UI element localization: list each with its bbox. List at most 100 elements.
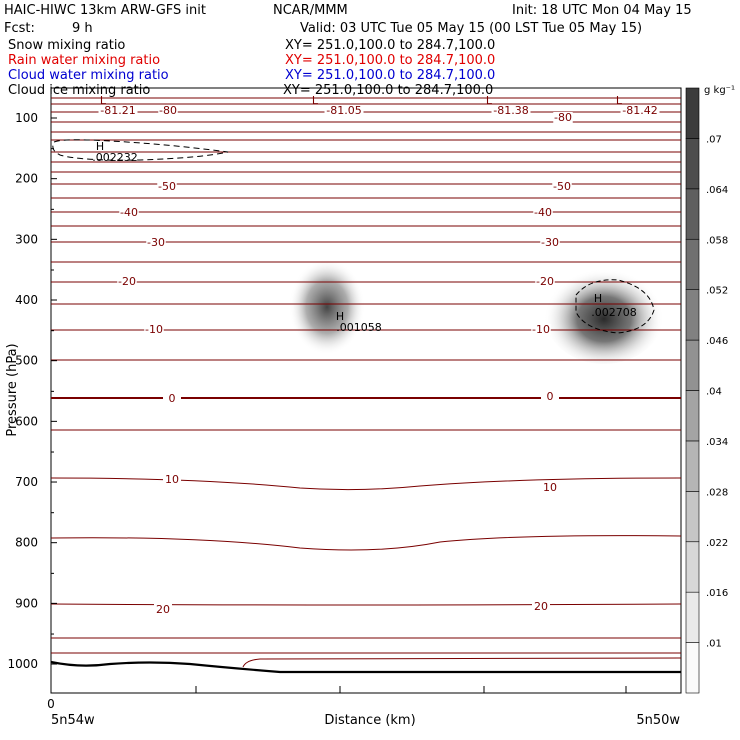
contour-labels: -81.21 -80 -81.05 -81.38-80-81.42-50 -50-40-… [92, 94, 660, 616]
header-fcst-value: 9 h [72, 21, 93, 36]
label-bg [146, 237, 166, 248]
isotherm-line [51, 535, 681, 551]
colorbar-segment [685, 390, 700, 442]
max-marker: H [336, 310, 344, 323]
isotherm-lines [51, 97, 681, 654]
contour-label: -40 [534, 206, 552, 219]
label-bg [553, 112, 573, 123]
label-bg [117, 276, 137, 287]
y-axis: 100 200 300 400 500 600 700 800 900 1000 [7, 87, 57, 671]
colorbar-segment [685, 642, 700, 694]
contour-label: 10 [543, 481, 557, 494]
low-marker: L [312, 94, 319, 107]
colorbar: .01 .016 .022 .028 .034 .04 .046 .052 .058 .064 .0… [685, 87, 728, 694]
field-3-xy: XY= 251.0,100.0 to 284.7,100.0 [283, 83, 493, 98]
y-tick-label: 900 [15, 596, 38, 610]
low-marker: L [100, 94, 107, 107]
contour-label: 20 [156, 603, 170, 616]
contour-label: 20 [534, 600, 548, 613]
label-bg [157, 181, 177, 192]
y-axis-label: Pressure (hPa) [5, 343, 20, 436]
colorbar-tick-label: .052 [706, 286, 728, 297]
y-tick-label: 700 [15, 475, 38, 489]
y-tick-label: 600 [15, 414, 38, 428]
label-bg [531, 324, 551, 335]
x-right-label: 5n50w [636, 713, 680, 728]
label-bg [163, 474, 181, 485]
y-tick-label: 1000 [7, 657, 38, 671]
field-1-name: Rain water mixing ratio [8, 53, 160, 68]
contour-label: 0 [547, 390, 554, 403]
label-bg [541, 482, 559, 493]
contour-label: -20 [118, 275, 136, 288]
y-tick-label: 200 [15, 172, 38, 186]
contour-label: 10 [165, 473, 179, 486]
max-marker: H [96, 140, 104, 153]
contour-label: -80 [159, 104, 177, 117]
colorbar-segment [685, 188, 700, 240]
dashed-contour-right [575, 279, 655, 334]
max-value: .001058 [336, 321, 382, 334]
colorbar-segment [685, 440, 700, 492]
label-bg [144, 324, 164, 335]
field-0-xy: XY= 251.0,100.0 to 284.7,100.0 [285, 38, 495, 53]
low-marker: L [486, 94, 493, 107]
colorbar-tick-label: .022 [706, 538, 728, 549]
colorbar-unit: g kg⁻¹ [704, 85, 735, 96]
colorbar-tick-label: .058 [706, 235, 728, 246]
colorbar-tick-label: .028 [706, 487, 728, 498]
contour-label: -10 [532, 323, 550, 336]
label-bg [533, 207, 553, 218]
colorbar-segment [685, 491, 700, 543]
y-tick-label: 100 [15, 111, 38, 125]
label-bg [552, 181, 572, 192]
x-axis [50, 686, 627, 693]
y-tick-label: 400 [15, 293, 38, 307]
terrain-line [51, 660, 681, 674]
colorbar-tick-label: .064 [706, 185, 728, 196]
y-tick-label: 800 [15, 536, 38, 550]
label-bg [535, 276, 555, 287]
colorbar-tick-label: .04 [706, 387, 722, 398]
colorbar-tick-label: .034 [706, 437, 728, 448]
colorbar-tick-label: .01 [706, 639, 722, 650]
isotherm-line [51, 477, 681, 491]
header-fcst-label: Fcst: [4, 21, 35, 36]
contour-label: -80 [554, 111, 572, 124]
x-tick-0: 0 [47, 697, 55, 711]
header-org: NCAR/MMM [273, 3, 348, 18]
plot-content [51, 97, 681, 674]
header-valid: Valid: 03 UTC Tue 05 May 15 (00 LST Tue … [300, 21, 642, 36]
field-3-name: Cloud ice mixing ratio [8, 83, 150, 98]
label-bg [98, 105, 138, 116]
contour-label: -30 [147, 236, 165, 249]
label-bg [158, 105, 178, 116]
colorbar-segment [685, 87, 700, 139]
colorbar-segment [685, 289, 700, 341]
colorbar-tick-label: .046 [706, 336, 728, 347]
field-2-name: Cloud water mixing ratio [8, 68, 169, 83]
contour-label: 0 [169, 392, 176, 405]
contour-label: -50 [158, 180, 176, 193]
label-bg [154, 604, 172, 615]
label-bg [620, 105, 660, 116]
contour-label: -30 [541, 236, 559, 249]
colorbar-tick-label: .016 [706, 588, 728, 599]
plot-frame [50, 87, 682, 694]
x-axis-label: Distance (km) [324, 713, 415, 728]
colorbar-segment [685, 138, 700, 190]
colorbar-tick-label: .07 [706, 134, 722, 145]
colorbar-segment [685, 339, 700, 391]
max-value: .002708 [591, 306, 637, 319]
label-bg [324, 105, 364, 116]
header-init: Init: 18 UTC Mon 04 May 15 [512, 3, 692, 18]
shade-blob-center [289, 259, 365, 355]
terrain-line-upper [242, 657, 681, 668]
max-value: .002232 [92, 151, 138, 164]
contour-label: -20 [536, 275, 554, 288]
y-tick-label: 300 [15, 232, 38, 246]
label-bg [532, 601, 550, 612]
contour-label: -50 [553, 180, 571, 193]
colorbar-segment [685, 591, 700, 643]
colorbar-segment [685, 541, 700, 593]
